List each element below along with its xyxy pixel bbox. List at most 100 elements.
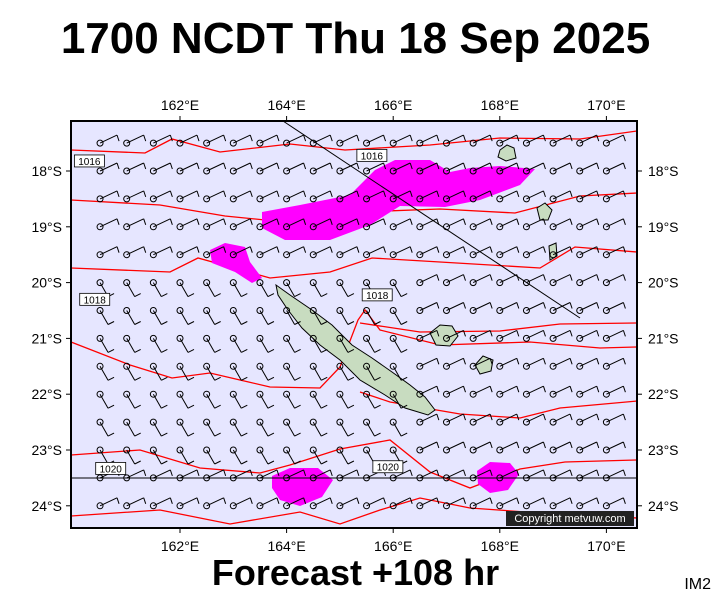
lat-tick-label-right: 19°S [648,219,679,235]
wind-barb [256,246,280,259]
wind-barb [576,134,600,147]
wind-barb [96,362,115,381]
wind-barb [123,134,147,147]
wind-barb [389,190,413,203]
wind-barb [389,162,413,175]
wind-barb [123,190,147,203]
wind-barb [256,334,275,353]
wind-barb [443,274,466,287]
wind-barb [203,334,221,353]
wind-barb [309,162,333,175]
lon-tick-label-bottom: 164°E [267,538,305,554]
wind-barb [149,362,168,381]
wind-barb [336,390,355,409]
wind-barb [469,190,493,203]
wind-barb [309,190,333,203]
wind-barb [176,362,195,381]
lat-tick-label-left: 24°S [31,498,62,514]
wind-barb [336,218,360,231]
wind-barb [576,497,600,510]
wind-barb [256,279,275,298]
wind-barb [469,441,493,454]
wind-barb [256,446,275,465]
wind-barb [522,218,546,231]
wind-barb [176,190,200,203]
image-code: IM2 [684,576,711,593]
wind-barb [496,413,520,426]
wind-barb [203,497,227,510]
copyright-box: Copyright metvuw.com [506,511,634,526]
wind-barb [149,446,168,465]
wind-barb [203,307,221,325]
wind-barb [522,357,546,370]
wind-barb [363,162,387,175]
wind-barb [96,390,115,409]
wind-barb [309,279,328,298]
wind-barb [256,418,275,437]
wind-barb [416,329,440,342]
wind-barb [309,307,328,325]
wind-barb [416,190,440,203]
lon-tick-label-bottom: 168°E [481,538,519,554]
lon-tick-label-bottom: 166°E [374,538,412,554]
lat-tick-label-left: 23°S [31,442,62,458]
wind-barb [496,190,520,203]
wind-barb [549,413,573,426]
wind-barb [522,246,546,259]
lon-tick-label-bottom: 170°E [587,538,625,554]
wind-barb [176,162,200,175]
wind-barb [203,190,227,203]
wind-barb [496,385,520,398]
wind-barb [123,307,141,325]
wind-barb [522,329,546,342]
wind-barb [602,246,626,259]
wind-barb [363,190,387,203]
wind-barb [309,334,328,353]
wind-barb [229,134,253,147]
wind-barb [336,497,360,510]
wind-barb [229,162,253,175]
wind-barb [283,497,307,510]
wind-barb [283,446,301,465]
wind-barb [576,218,600,231]
wind-barb [229,390,248,409]
wind-barb [123,162,147,175]
wind-barb [203,446,221,465]
map-frame [70,120,638,529]
wind-barb [96,134,120,147]
wind-barb [336,307,355,325]
wind-barb [443,162,466,175]
wind-barb [443,385,466,398]
wind-barb [496,162,520,175]
wind-barb [602,274,626,287]
wind-barb [602,329,626,342]
wind-barb [469,357,493,370]
svg-text:1020: 1020 [377,463,400,474]
wind-barb [549,357,573,370]
wind-barb [203,246,227,259]
wind-barb [469,385,493,398]
wind-barb [389,418,408,437]
wind-barb [576,329,600,342]
wind-barb [256,218,280,231]
lat-tick-label-right: 20°S [648,275,679,291]
isobars [70,130,638,525]
wind-barb [336,362,355,381]
wind-barb [149,279,168,298]
wind-barb [576,357,600,370]
isobar-label: 1018 [361,288,393,302]
lat-tick-label-left: 22°S [31,386,62,402]
wind-barb [389,390,408,409]
wind-barb [469,274,493,287]
wind-barb [283,162,307,175]
wind-barb [416,385,440,398]
wind-barb [309,246,333,259]
wind-barb [229,362,248,381]
wind-barb [416,302,440,314]
wind-barb [203,390,221,409]
wind-barb [416,274,440,287]
wind-barb [309,390,328,409]
wind-barb [576,413,600,426]
wind-barb [123,418,141,437]
